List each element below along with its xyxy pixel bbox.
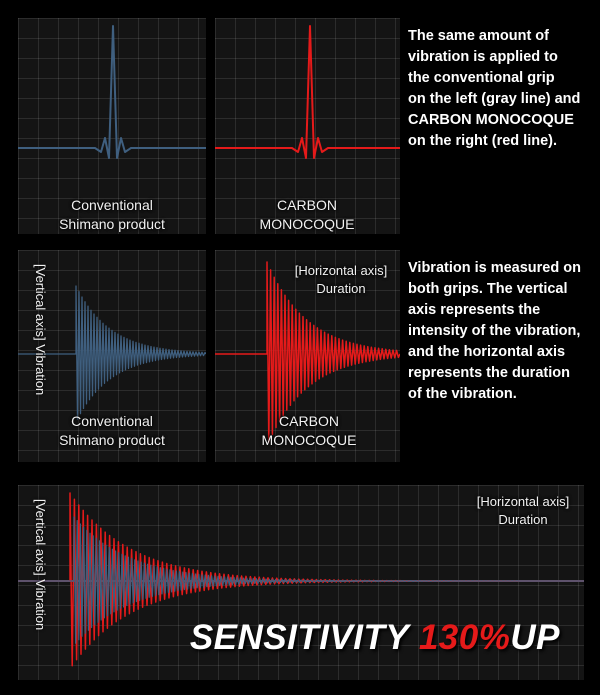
top-desc-line: the conventional grip xyxy=(408,70,555,86)
middle-desc-line: of the vibration. xyxy=(408,386,517,402)
bottom-haxis-line2: Duration xyxy=(498,512,548,527)
sensitivity-tagline: SENSITIVITY 130%UP xyxy=(190,618,560,658)
top-desc-line: on the right (red line). xyxy=(408,133,558,149)
middle-right-panel: [Horizontal axis] Duration CARBON MONOCO… xyxy=(215,250,400,462)
middle-left-label-line2: Shimano product xyxy=(59,432,165,448)
overlay-line-conventional xyxy=(18,516,584,644)
top-left-label: Conventional Shimano product xyxy=(22,196,202,234)
middle-desc-line: both grips. The vertical xyxy=(408,281,568,297)
top-description: The same amount of vibration is applied … xyxy=(408,26,580,152)
middle-desc-line: intensity of the vibration, xyxy=(408,323,581,339)
top-left-panel: Conventional Shimano product xyxy=(18,18,206,234)
middle-haxis-line2: Duration xyxy=(316,281,366,296)
top-desc-line: vibration is applied to xyxy=(408,49,558,65)
tagline-highlight: 130% xyxy=(418,618,511,657)
middle-vertical-axis-label: [Vertical axis] Vibration xyxy=(33,264,48,396)
middle-left-panel: [Vertical axis] Vibration Conventional S… xyxy=(18,250,206,462)
middle-description: Vibration is measured on both grips. The… xyxy=(408,258,581,405)
middle-horizontal-axis-label: [Horizontal axis] Duration xyxy=(287,262,395,298)
bottom-vertical-axis-label: [Vertical axis] Vibration xyxy=(33,499,48,631)
bottom-haxis-line1: [Horizontal axis] xyxy=(476,494,570,509)
middle-desc-line: Vibration is measured on xyxy=(408,260,581,276)
tagline-prefix: SENSITIVITY xyxy=(189,618,419,657)
decay-line-conventional xyxy=(18,285,206,420)
middle-desc-line: and the horizontal axis xyxy=(408,344,566,360)
decay-chart-conventional xyxy=(18,285,206,420)
top-right-label-line1: CARBON xyxy=(277,197,337,213)
top-right-panel: CARBON MONOCOQUE xyxy=(215,18,400,234)
top-right-label: CARBON MONOCOQUE xyxy=(217,196,397,234)
decay-line-carbon xyxy=(215,261,400,443)
top-desc-line: CARBON MONOCOQUE xyxy=(408,112,574,128)
pulse-chart-carbon xyxy=(215,25,400,159)
middle-haxis-line1: [Horizontal axis] xyxy=(294,263,388,278)
decay-chart-carbon xyxy=(215,261,400,443)
top-desc-line: on the left (gray line) and xyxy=(408,91,581,107)
middle-right-label-line2: MONOCOQUE xyxy=(261,432,357,448)
middle-desc-line: represents the duration xyxy=(408,365,570,381)
top-left-label-line1: Conventional xyxy=(71,197,153,213)
pulse-line-carbon xyxy=(215,25,400,159)
pulse-line-conventional xyxy=(18,25,206,159)
tagline-suffix: UP xyxy=(510,618,560,657)
top-left-label-line2: Shimano product xyxy=(59,216,165,232)
bottom-panel: [Vertical axis] Vibration [Horizontal ax… xyxy=(18,485,584,680)
middle-desc-line: axis represents the xyxy=(408,302,541,318)
middle-right-label: CARBON MONOCOQUE xyxy=(219,412,399,450)
pulse-chart-conventional xyxy=(18,25,206,159)
top-desc-line: The same amount of xyxy=(408,28,549,44)
middle-left-label-line1: Conventional xyxy=(71,413,153,429)
bottom-horizontal-axis-label: [Horizontal axis] Duration xyxy=(468,493,578,529)
middle-left-label: Conventional Shimano product xyxy=(22,412,202,450)
decay-chart-overlay xyxy=(18,492,584,667)
middle-right-label-line1: CARBON xyxy=(279,413,339,429)
top-right-label-line2: MONOCOQUE xyxy=(259,216,355,232)
